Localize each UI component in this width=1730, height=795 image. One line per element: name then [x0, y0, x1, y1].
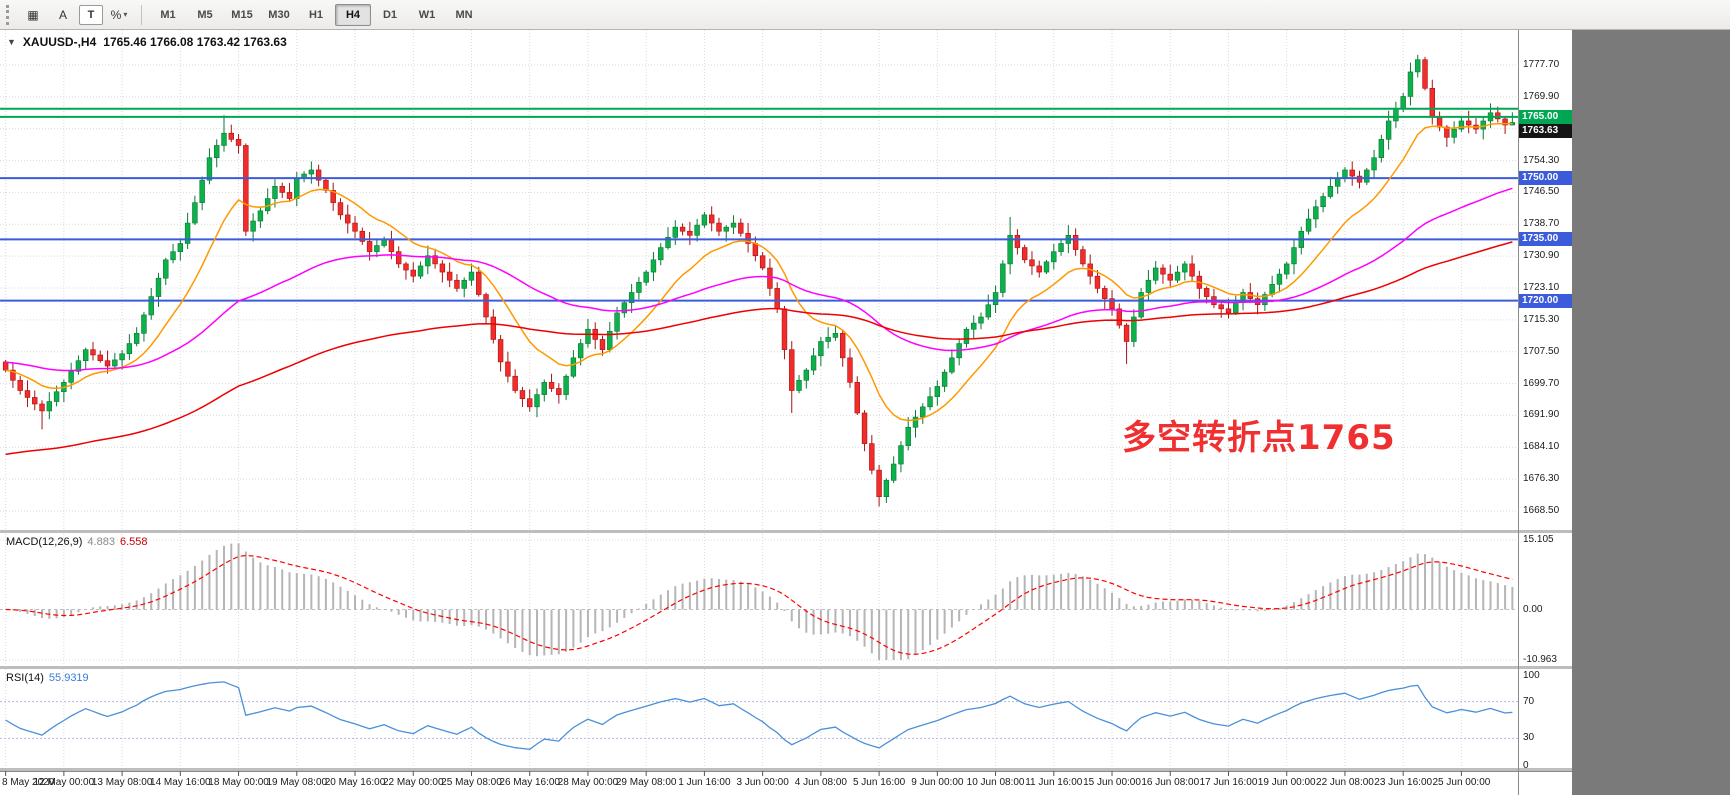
- chart-annotation: 多空转折点1765: [1122, 418, 1396, 458]
- toolbar-separator: [141, 4, 142, 25]
- rsi-indicator-label: RSI(14) 55.9319: [6, 672, 89, 684]
- chart-grid-icon[interactable]: ▦: [27, 7, 39, 22]
- macd-name: MACD(12,26,9): [6, 536, 83, 548]
- timeframe-button-m1[interactable]: M1: [160, 8, 176, 21]
- annotation-tool-icon[interactable]: A: [58, 7, 67, 22]
- timeframe-button-h1[interactable]: H1: [308, 8, 324, 21]
- timeframe-button-m5[interactable]: M5: [197, 8, 213, 21]
- toolbar-drag-handle[interactable]: [6, 4, 12, 25]
- toolbar: ▦ A T % ▾ M1 M5 M15 M30 H1 H4 D1 W1 MN: [0, 0, 1730, 30]
- ohlc-readout: 1765.46 1766.08 1763.42 1763.63: [103, 35, 287, 49]
- dropdown-caret-icon: ▾: [123, 10, 128, 19]
- timeframe-group: M1 M5 M15 M30 H1 H4 D1 W1 MN: [150, 3, 482, 26]
- macd-main-value: 4.883: [87, 536, 115, 548]
- macd-indicator-label: MACD(12,26,9) 4.883 6.558: [6, 536, 147, 548]
- macd-signal-value: 6.558: [119, 536, 148, 548]
- rsi-value: 55.9319: [48, 672, 89, 684]
- symbol-title: XAUUSD-,H4: [22, 35, 97, 49]
- timeframe-button-d1[interactable]: D1: [382, 8, 398, 21]
- rsi-name: RSI(14): [6, 672, 44, 684]
- timeframe-button-m30[interactable]: M30: [268, 8, 290, 21]
- chart-title-overlay: ▼ XAUUSD-,H4 1765.46 1766.08 1763.42 176…: [7, 35, 287, 49]
- timeframe-button-h4[interactable]: H4: [335, 3, 371, 26]
- text-tool-icon[interactable]: T: [79, 4, 103, 25]
- timeframe-button-mn[interactable]: MN: [455, 8, 473, 21]
- zoom-tool-button[interactable]: % ▾: [105, 3, 133, 27]
- timeframe-button-w1[interactable]: W1: [418, 8, 436, 21]
- zoom-tool-icon: %: [110, 7, 122, 22]
- timeframe-button-m15[interactable]: M15: [231, 8, 253, 21]
- symbol-dropdown-icon[interactable]: ▼: [7, 37, 16, 47]
